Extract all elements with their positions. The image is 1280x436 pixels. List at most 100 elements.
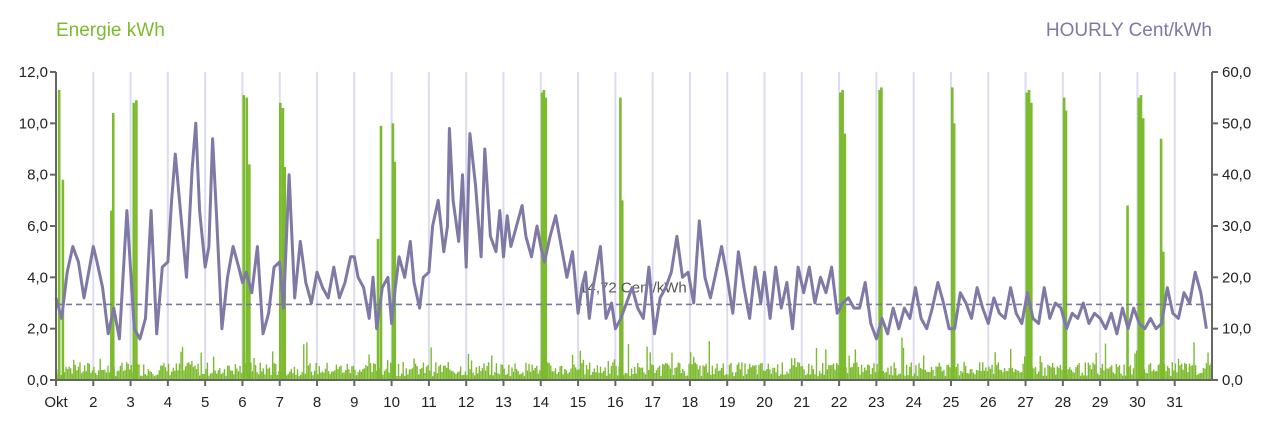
energy-bar [104,369,106,380]
energy-bar [623,374,625,380]
energy-bar [606,375,608,380]
energy-bar [1002,372,1004,380]
energy-bar [345,370,347,380]
energy-bar-peak [248,164,251,380]
energy-bar [508,364,510,380]
energy-bar [158,370,160,380]
energy-bar [262,368,265,380]
energy-bar [647,370,650,380]
energy-bar [1093,364,1096,380]
energy-bar [988,366,990,380]
energy-bar [829,365,832,380]
energy-bar [752,365,754,380]
energy-bar [1010,349,1012,380]
energy-bar [1050,367,1052,380]
energy-bar [442,365,445,380]
energy-bar [71,373,73,380]
energy-bar [697,369,700,380]
energy-bar [1014,369,1017,380]
energy-bar [466,375,468,380]
x-tick-label: 9 [350,394,358,411]
energy-bar [399,376,401,380]
energy-bar [624,372,627,380]
energy-bar [335,364,338,380]
energy-bar [1198,373,1200,380]
energy-bar [355,375,358,380]
energy-bar [240,372,243,380]
x-tick-label: 20 [756,394,773,411]
energy-bar [1003,367,1006,380]
energy-bar [79,362,81,380]
energy-bar [924,369,926,380]
energy-bar [961,372,964,380]
energy-bar [991,364,993,380]
energy-bar [528,363,530,380]
energy-bar [458,371,460,380]
energy-bar [1109,366,1111,380]
energy-bar [854,349,857,380]
energy-bar [226,365,229,380]
energy-bar [205,368,207,380]
energy-bar [756,374,759,380]
energy-bar [202,373,204,380]
energy-bar [657,367,659,380]
energy-bar [293,366,296,380]
energy-bar [278,371,280,380]
energy-bar [562,374,564,380]
energy-bar-peak [620,200,624,380]
energy-bar [884,372,886,380]
energy-bar [960,370,962,380]
energy-bar [564,369,566,380]
energy-bar [1051,363,1054,380]
x-tick-label: 7 [276,394,284,411]
energy-bar [927,371,930,380]
energy-bar [994,352,996,380]
energy-bar [912,376,914,380]
energy-bar [1095,352,1097,380]
energy-bar [382,374,384,380]
energy-bar [276,374,279,380]
energy-bar [964,365,967,380]
energy-bar [1171,362,1174,380]
energy-bar [209,373,212,380]
energy-bar [822,363,824,380]
energy-bar [411,368,414,380]
energy-bar-peak [619,97,622,381]
energy-bar [890,366,892,380]
energy-bar [815,347,818,380]
energy-bar [1022,363,1024,380]
energy-bar [834,369,836,380]
energy-bar [835,363,838,380]
energy-bar [418,374,420,380]
energy-bar [419,369,421,380]
energy-bar [548,363,550,380]
right-tick-label: 20,0 [1222,269,1251,286]
energy-bar [699,365,701,380]
energy-bar [220,373,223,380]
energy-bar [101,369,103,380]
x-tick-label: 16 [607,394,624,411]
energy-bar [169,375,171,380]
energy-bar [366,366,369,380]
energy-bar [775,372,777,380]
energy-bar [708,341,710,380]
energy-bar [615,366,617,380]
energy-bar [74,365,77,380]
energy-bar [1008,368,1010,380]
energy-bar [172,367,174,380]
energy-bar [794,358,796,380]
energy-bar [525,362,527,380]
energy-bar [742,375,745,380]
energy-bar [481,368,484,380]
energy-bar [1090,369,1093,380]
energy-bar [1086,375,1088,380]
energy-bar [1047,364,1049,380]
energy-bar [786,371,788,380]
energy-bar [1179,365,1181,380]
energy-bar [629,376,631,380]
energy-bar [107,365,109,380]
energy-bar [483,363,485,380]
energy-bar [317,374,319,380]
energy-bar [360,371,362,380]
energy-bar [1061,369,1063,380]
